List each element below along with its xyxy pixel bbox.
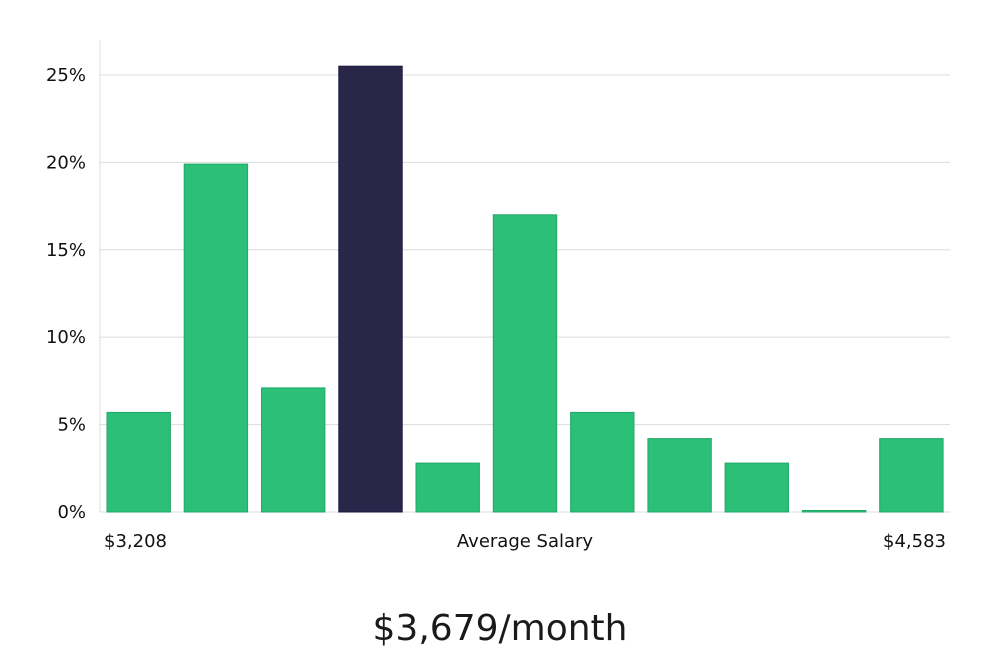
- bar: [492, 214, 558, 513]
- bar: [183, 163, 249, 513]
- x-axis-center-label: Average Salary: [457, 531, 594, 552]
- bar: [261, 387, 326, 513]
- x-axis-min-label: $3,208: [104, 531, 167, 552]
- y-tick-label: 0%: [57, 502, 86, 523]
- bar: [647, 438, 712, 513]
- bar-highlighted: [338, 65, 403, 513]
- salary-distribution-chart: 0% 5% 10% 15% 20% 25% $3,208 Average Salary $…: [46, 40, 950, 552]
- y-tick-label: 20%: [46, 152, 86, 173]
- bars: [106, 65, 944, 513]
- x-axis-max-label: $4,583: [883, 531, 946, 552]
- bar: [801, 510, 867, 513]
- y-tick-label: 10%: [46, 327, 86, 348]
- bar: [879, 438, 944, 513]
- x-axis-labels: $3,208 Average Salary $4,583: [104, 531, 946, 552]
- y-tick-label: 5%: [57, 415, 86, 436]
- bar: [415, 462, 480, 513]
- bar: [570, 411, 635, 513]
- y-tick-labels: 0% 5% 10% 15% 20% 25%: [46, 65, 86, 523]
- y-tick-label: 15%: [46, 240, 86, 261]
- bar: [106, 411, 171, 513]
- y-tick-label: 25%: [46, 65, 86, 86]
- bar: [724, 462, 789, 513]
- average-salary-value: $3,679/month: [372, 608, 628, 649]
